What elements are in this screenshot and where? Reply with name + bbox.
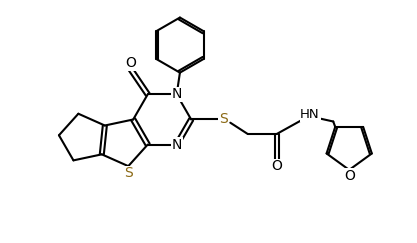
Text: O: O — [126, 56, 136, 70]
Text: O: O — [271, 159, 282, 173]
Text: S: S — [124, 166, 133, 180]
Text: S: S — [219, 113, 227, 127]
Text: O: O — [344, 169, 354, 183]
Text: N: N — [171, 138, 182, 152]
Text: HN: HN — [300, 108, 320, 121]
Text: N: N — [171, 87, 182, 101]
